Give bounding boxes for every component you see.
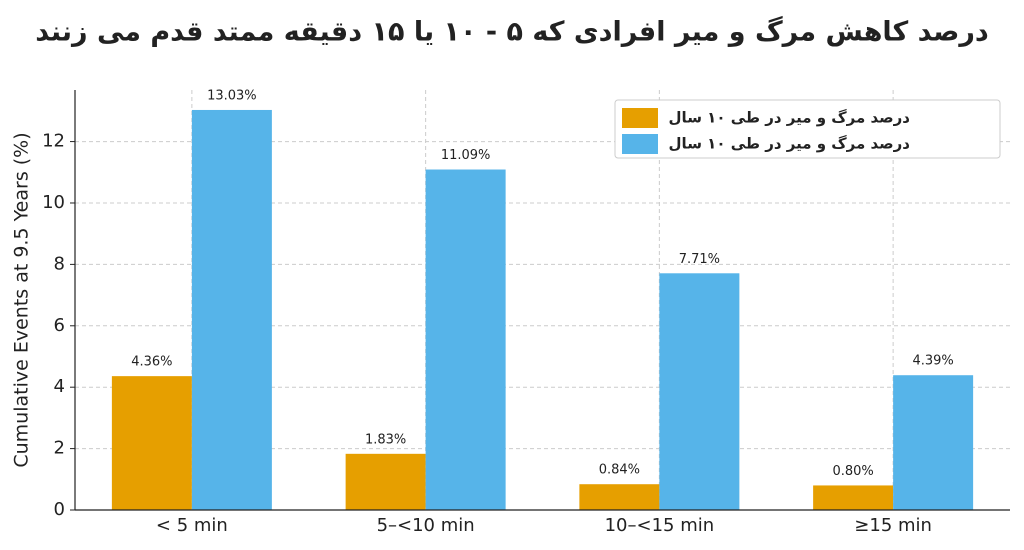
value-label: 4.36%	[131, 355, 172, 370]
x-tick-label: 5–<10 min	[377, 515, 475, 536]
y-axis-label: Cumulative Events at 9.5 Years (%)	[11, 132, 33, 467]
x-tick-label: 10–<15 min	[605, 515, 715, 536]
value-label: 1.83%	[365, 432, 406, 447]
value-label: 0.80%	[832, 464, 873, 479]
bar	[579, 484, 660, 510]
value-label: 7.71%	[679, 252, 720, 267]
legend-swatch	[622, 134, 658, 154]
bar	[111, 376, 192, 510]
bar	[425, 169, 506, 510]
chart-title: درصد کاهش مرگ و میر افرادی که ۵ - ۱۰ یا …	[35, 16, 988, 48]
y-tick-label: 6	[54, 315, 65, 336]
legend-swatch	[622, 108, 658, 128]
value-label: 4.39%	[912, 354, 953, 369]
x-tick-label: < 5 min	[156, 515, 228, 536]
legend-label: درصد مرگ و میر در طی ۱۰ سال	[669, 135, 911, 153]
value-label: 0.84%	[599, 463, 640, 478]
bar	[893, 375, 974, 510]
y-tick-label: 12	[42, 131, 65, 152]
value-label: 11.09%	[441, 148, 491, 163]
y-tick-label: 8	[54, 253, 65, 274]
y-tick-label: 0	[54, 499, 65, 520]
y-tick-label: 10	[42, 192, 65, 213]
bar	[659, 273, 740, 510]
y-tick-label: 2	[54, 438, 65, 459]
bar	[813, 485, 894, 510]
y-tick-label: 4	[54, 376, 65, 397]
legend-box	[614, 99, 1001, 159]
bar	[345, 453, 426, 510]
value-label: 13.03%	[207, 88, 257, 103]
legend-label: درصد مرگ و میر در طی ۱۰ سال	[669, 109, 911, 127]
x-tick-label: ≥15 min	[854, 515, 932, 536]
bar	[191, 109, 272, 510]
